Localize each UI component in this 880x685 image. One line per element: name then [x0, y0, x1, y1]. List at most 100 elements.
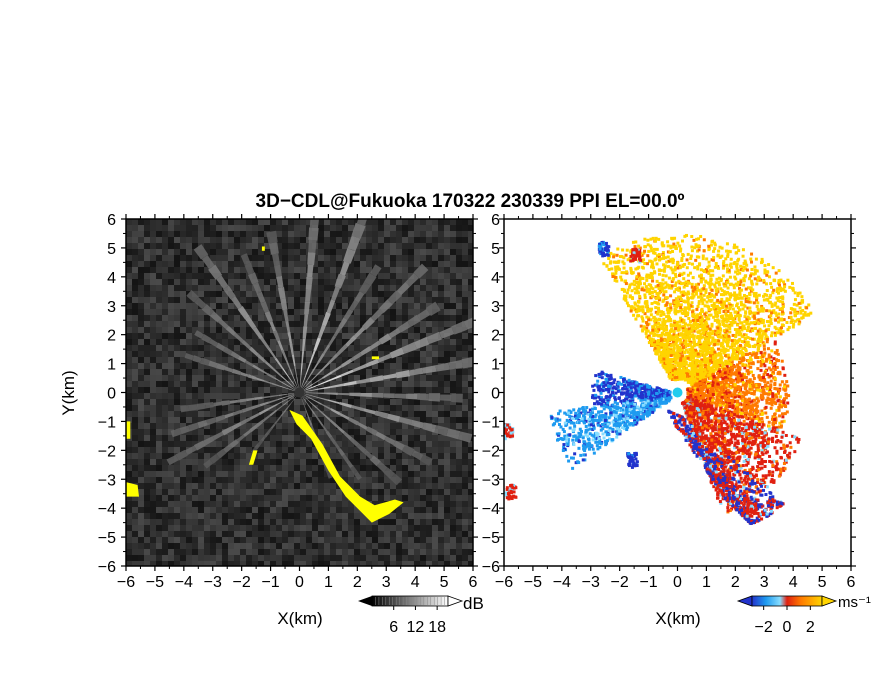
noise-cell — [444, 525, 450, 531]
noise-cell — [300, 285, 306, 291]
noise-cell — [426, 477, 432, 483]
x-tick-label: 5 — [440, 574, 449, 591]
noise-cell — [420, 519, 426, 525]
noise-cell — [342, 237, 348, 243]
noise-cell — [360, 483, 366, 489]
noise-cell — [180, 285, 186, 291]
noise-cell — [366, 489, 372, 495]
noise-cell — [294, 291, 300, 297]
noise-cell — [288, 291, 294, 297]
noise-cell — [300, 363, 306, 369]
noise-cell — [294, 351, 300, 357]
noise-cell — [420, 465, 426, 471]
noise-cell — [240, 345, 246, 351]
noise-cell — [384, 231, 390, 237]
noise-cell — [168, 369, 174, 375]
noise-cell — [444, 555, 450, 561]
noise-cell — [384, 381, 390, 387]
noise-cell — [438, 273, 444, 279]
noise-cell — [126, 549, 132, 555]
noise-cell — [234, 417, 240, 423]
noise-cell — [300, 255, 306, 261]
noise-cell — [198, 315, 204, 321]
noise-cell — [300, 219, 306, 225]
noise-cell — [156, 267, 162, 273]
noise-cell — [306, 399, 312, 405]
noise-cell — [294, 549, 300, 555]
noise-cell — [360, 411, 366, 417]
noise-cell — [228, 249, 234, 255]
noise-cell — [138, 525, 144, 531]
noise-cell — [228, 459, 234, 465]
noise-cell — [396, 237, 402, 243]
noise-cell — [210, 525, 216, 531]
noise-cell — [300, 447, 306, 453]
noise-cell — [234, 363, 240, 369]
noise-cell — [360, 243, 366, 249]
noise-cell — [276, 549, 282, 555]
noise-cell — [198, 291, 204, 297]
noise-cell — [162, 363, 168, 369]
noise-cell — [300, 441, 306, 447]
noise-cell — [204, 501, 210, 507]
noise-cell — [450, 231, 456, 237]
x-tick-label: 6 — [469, 574, 478, 591]
noise-cell — [204, 381, 210, 387]
noise-cell — [456, 231, 462, 237]
noise-cell — [258, 519, 264, 525]
approaching-edge — [669, 391, 672, 394]
noise-cell — [126, 381, 132, 387]
noise-cell — [282, 519, 288, 525]
noise-cell — [444, 381, 450, 387]
noise-cell — [186, 261, 192, 267]
noise-cell — [258, 471, 264, 477]
noise-cell — [150, 519, 156, 525]
noise-cell — [132, 339, 138, 345]
y-tick-label: −4 — [98, 501, 116, 518]
noise-cell — [378, 243, 384, 249]
noise-cell — [234, 525, 240, 531]
noise-cell — [210, 429, 216, 435]
noise-cell — [402, 387, 408, 393]
noise-cell — [444, 441, 450, 447]
noise-cell — [204, 297, 210, 303]
noise-cell — [462, 243, 468, 249]
noise-cell — [258, 309, 264, 315]
noise-cell — [222, 303, 228, 309]
noise-cell — [366, 441, 372, 447]
noise-cell — [138, 267, 144, 273]
approaching-jet — [579, 454, 582, 457]
noise-cell — [294, 405, 300, 411]
noise-cell — [294, 543, 300, 549]
noise-cell — [462, 309, 468, 315]
noise-cell — [366, 483, 372, 489]
noise-cell — [402, 381, 408, 387]
noise-cell — [264, 477, 270, 483]
noise-cell — [300, 471, 306, 477]
noise-cell — [162, 411, 168, 417]
noise-cell — [210, 495, 216, 501]
noise-cell — [174, 381, 180, 387]
noise-cell — [204, 537, 210, 543]
approaching-jet — [609, 408, 612, 411]
noise-cell — [270, 519, 276, 525]
approaching-edge — [602, 381, 605, 384]
noise-cell — [162, 477, 168, 483]
noise-cell — [282, 525, 288, 531]
approaching-jet — [558, 423, 561, 426]
noise-cell — [198, 261, 204, 267]
noise-cell — [462, 375, 468, 381]
noise-cell — [222, 231, 228, 237]
noise-cell — [432, 453, 438, 459]
noise-cell — [168, 255, 174, 261]
noise-cell — [270, 537, 276, 543]
approaching-jet — [625, 428, 628, 431]
noise-cell — [414, 429, 420, 435]
noise-cell — [186, 243, 192, 249]
noise-cell — [192, 393, 198, 399]
noise-cell — [408, 261, 414, 267]
noise-cell — [144, 501, 150, 507]
noise-cell — [282, 459, 288, 465]
approaching-jet — [594, 441, 597, 444]
noise-cell — [246, 219, 252, 225]
